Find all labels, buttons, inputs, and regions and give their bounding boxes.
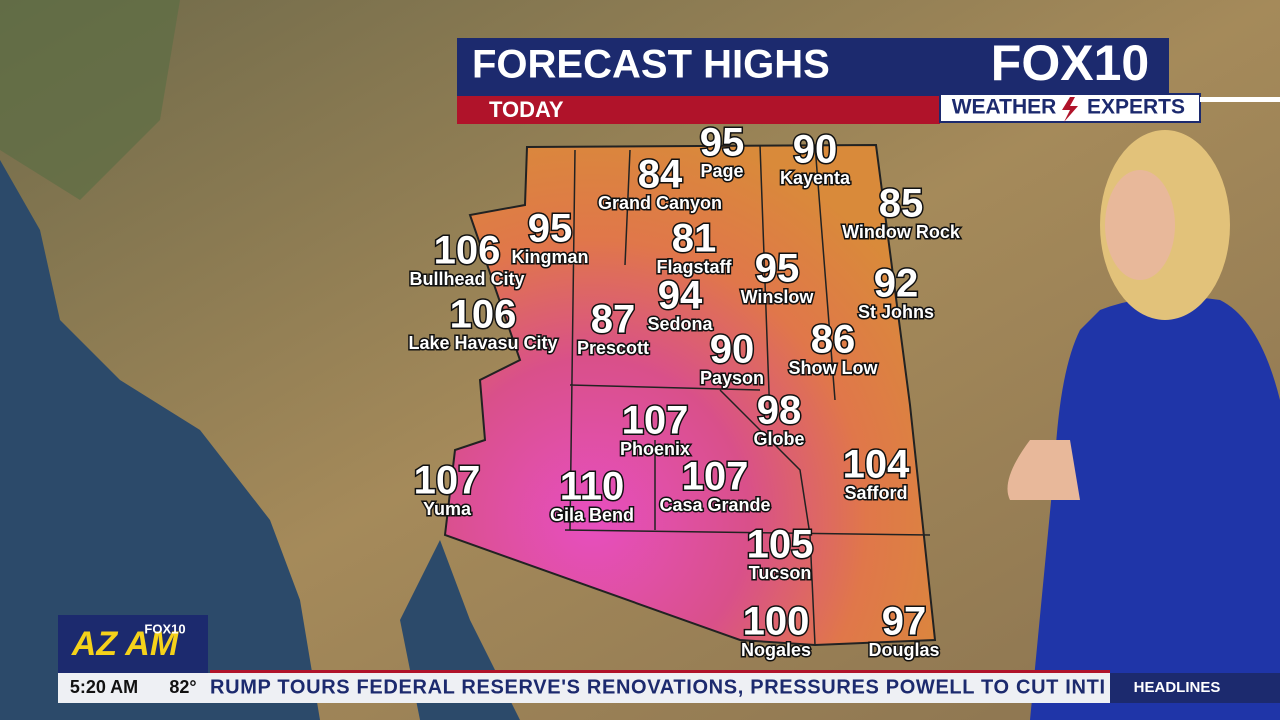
presenter-dress xyxy=(1030,296,1280,720)
city-name: Show Low xyxy=(789,358,879,378)
ticker-time: 5:20 AM xyxy=(70,677,138,697)
ticker-accent xyxy=(210,670,1110,673)
city-temp: 105 xyxy=(747,523,814,567)
city-temp: 81 xyxy=(672,217,717,261)
city-name: Prescott xyxy=(577,338,649,358)
city-name: Kayenta xyxy=(780,168,851,188)
county-lines xyxy=(564,144,931,646)
city-name: Page xyxy=(700,161,743,181)
city-name: Nogales xyxy=(741,640,811,660)
badge-left: WEATHER xyxy=(952,96,1057,119)
ticker-bar xyxy=(58,673,1280,703)
city-name: Casa Grande xyxy=(659,495,770,515)
show-logo-small: FOX10 xyxy=(144,621,185,636)
city-name: Globe xyxy=(753,429,804,449)
city-name: Window Rock xyxy=(842,222,961,242)
city-name: Gila Bend xyxy=(550,505,634,525)
badge-right: EXPERTS xyxy=(1087,96,1185,119)
logo: FOX10 xyxy=(991,35,1149,91)
city-temp: 98 xyxy=(757,389,802,433)
city-name: Tucson xyxy=(749,563,812,583)
city-temp: 95 xyxy=(528,207,573,251)
city-temp: 95 xyxy=(755,247,800,291)
city-name: Douglas xyxy=(868,640,939,660)
city-name: Phoenix xyxy=(620,439,690,459)
title-bar xyxy=(457,38,1169,96)
ticker-window: RUMP TOURS FEDERAL RESERVE'S RENOVATIONS… xyxy=(210,676,1105,698)
city-name: Yuma xyxy=(423,499,472,519)
city-name: Safford xyxy=(845,483,908,503)
forest xyxy=(0,0,180,200)
city-temp: 106 xyxy=(434,229,501,273)
presenter-face xyxy=(1105,170,1175,280)
badge-line xyxy=(1200,97,1280,102)
city-temp: 107 xyxy=(414,459,481,503)
city-temp: 97 xyxy=(882,600,927,644)
ocean xyxy=(0,160,320,720)
city-name: Payson xyxy=(700,368,764,388)
city-temp: 90 xyxy=(710,328,755,372)
city-temp: 107 xyxy=(682,455,749,499)
ticker-section-bg xyxy=(1110,673,1280,703)
city-temp: 90 xyxy=(793,128,838,172)
bolt xyxy=(1062,97,1078,122)
city-temp: 110 xyxy=(560,465,625,509)
ticker-section: HEADLINES xyxy=(1134,679,1221,696)
city-name: Kingman xyxy=(511,247,588,267)
city-temp: 86 xyxy=(811,318,856,362)
city-temp: 87 xyxy=(591,298,636,342)
show-logo: AZ AM xyxy=(71,625,179,663)
city-temp: 94 xyxy=(658,274,703,318)
city-name: Lake Havasu City xyxy=(408,333,557,353)
city-name: Flagstaff xyxy=(656,257,732,277)
city-temp: 107 xyxy=(622,399,689,443)
city-name: Grand Canyon xyxy=(598,193,722,213)
city-name: St Johns xyxy=(858,302,934,322)
show-logo-bg xyxy=(58,615,208,673)
city-temp: 106 xyxy=(450,293,517,337)
city-name: Winslow xyxy=(741,287,815,307)
arizona-heatmap xyxy=(443,143,937,647)
subtitle: TODAY xyxy=(489,97,564,122)
subtitle-bar xyxy=(457,96,940,124)
ticker-temp: 82° xyxy=(169,677,196,697)
city-temp: 85 xyxy=(879,182,924,226)
city-temp: 92 xyxy=(874,262,919,306)
presenter-hands xyxy=(1007,440,1080,500)
city-name: Bullhead City xyxy=(409,269,524,289)
title: FORECAST HIGHS xyxy=(472,43,830,87)
city-temp: 100 xyxy=(743,600,810,644)
ticker-headline: RUMP TOURS FEDERAL RESERVE'S RENOVATIONS… xyxy=(210,676,1105,698)
city-name: Sedona xyxy=(647,314,713,334)
city-temp: 95 xyxy=(700,121,745,165)
city-temp: 104 xyxy=(843,443,910,487)
city-temp: 84 xyxy=(638,153,683,197)
